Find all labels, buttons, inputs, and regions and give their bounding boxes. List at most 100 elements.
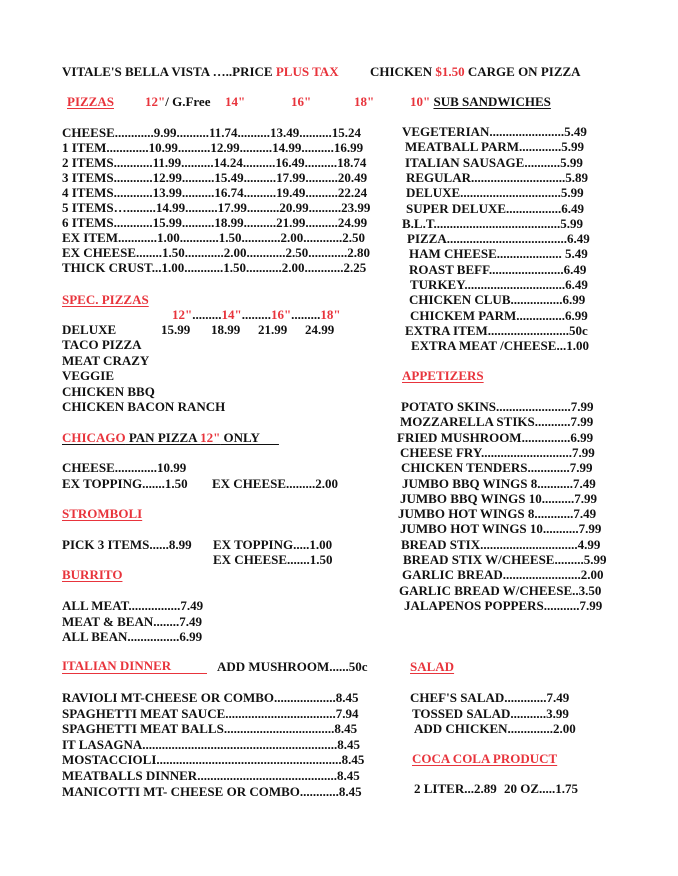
- salad-heading: SALAD: [410, 659, 455, 674]
- twenty-oz-price: 20 OZ.....1.75: [504, 781, 579, 796]
- salad-row: CHEF'S SALAD.............7.49: [410, 690, 570, 705]
- stromboli-ex-topping: EX TOPPING.....1.00: [213, 537, 333, 552]
- pizza-size-12-gfree: 12"/ G.Free: [145, 94, 210, 109]
- spec-sizes-row: 12".........14".........16".........18": [172, 307, 341, 322]
- chicago-cheese: CHEESE.............10.99: [62, 460, 187, 475]
- menu-title: VITALE'S BELLA VISTA …..PRICE PLUS TAX: [62, 64, 339, 79]
- size-14: 14": [225, 94, 246, 109]
- charge-text: CARGE ON PIZZA: [464, 64, 581, 79]
- chicken-text: CHICKEN: [370, 64, 436, 79]
- size-12: 12": [200, 430, 221, 445]
- size-16: 16": [291, 94, 312, 109]
- stromboli-heading: STROMBOLI: [62, 506, 143, 521]
- appetizer-row: JUMBO BBQ WINGS 8...........7.49: [402, 475, 596, 491]
- appetizer-row: CHICKEN TENDERS.............7.99: [401, 460, 593, 476]
- sub-sandwich-row: MEATBALL PARM.............5.99: [405, 139, 584, 155]
- sub-sandwich-row: CHICKEN CLUB................6.99: [409, 292, 586, 308]
- spec-pizza-item: TACO PIZZA: [62, 337, 142, 352]
- pizzas-heading: PIZZAS: [67, 94, 114, 109]
- italian-dinner-row: RAVIOLI MT-CHEESE OR COMBO..............…: [62, 690, 359, 705]
- dots: .........: [291, 307, 321, 322]
- spec-pizza-item: CHICKEN BACON RANCH: [62, 399, 226, 415]
- pizza-price-row: THICK CRUST...1.00............1.50......…: [62, 260, 367, 275]
- spec-pizza-item: CHICKEN BBQ: [62, 383, 155, 399]
- sub-sandwich-row: SUPER DELUXE.................6.49: [406, 200, 585, 216]
- size-10: 10": [410, 94, 431, 109]
- dots: .........: [192, 307, 222, 322]
- appetizer-row: POTATO SKINS.......................7.99: [401, 399, 594, 414]
- subs-heading: 10" SUB SANDWICHES: [410, 94, 551, 109]
- sub-sandwich-row: PIZZA...................................…: [407, 231, 590, 247]
- salad-row: ADD CHICKEN..............2.00: [414, 721, 576, 736]
- italian-dinner-heading: ITALIAN DINNER: [62, 659, 207, 674]
- title-text: VITALE'S BELLA VISTA …..PRICE: [62, 64, 276, 79]
- italian-dinner-row: IT LASAGNA..............................…: [62, 736, 361, 752]
- add-mushroom: ADD MUSHROOM......50c: [217, 659, 368, 674]
- appetizer-row: JUMBO BBQ WINGS 10..........7.99: [400, 490, 597, 506]
- appetizers-heading: APPETIZERS: [402, 368, 484, 383]
- italian-dinner-row: SPAGHETTI MEAT BALLS....................…: [62, 721, 358, 737]
- chicago-ex-cheese: EX CHEESE.........2.00: [212, 476, 339, 491]
- sub-sandwich-row: HAM CHEESE.................... 5.49: [409, 246, 588, 262]
- dots: .........: [241, 307, 271, 322]
- only-word: ONLY: [220, 430, 279, 445]
- sub-sandwich-row: REGULAR.............................5.89: [406, 169, 589, 185]
- sub-sandwich-row: CHICKEM PARM...............6.99: [410, 307, 588, 323]
- appetizer-row: MOZZARELLA STIKS...........7.99: [400, 414, 594, 430]
- pizza-price-row: EX ITEM............1.00............1.50.…: [62, 230, 365, 245]
- deluxe-name: DELUXE: [62, 322, 117, 337]
- plus-tax-text: PLUS TAX: [275, 64, 339, 79]
- deluxe-price: 24.99: [305, 322, 335, 337]
- spec-size: 16": [270, 307, 292, 322]
- chicago-ex-topping: EX TOPPING.......1.50: [62, 476, 188, 491]
- appetizer-row: BREAD STIX..............................…: [401, 536, 601, 552]
- appetizer-row: JALAPENOS POPPERS...........7.99: [404, 597, 603, 613]
- deluxe-price: 18.99: [211, 322, 241, 337]
- salad-row: TOSSED SALAD...........3.99: [412, 705, 569, 721]
- spec-pizza-item: VEGGIE: [62, 368, 115, 384]
- chicken-price: $1.50: [435, 64, 465, 79]
- appetizer-row: FRIED MUSHROOM...............6.99: [397, 429, 594, 445]
- italian-dinner-row: MEATBALLS DINNER........................…: [62, 768, 360, 783]
- sub-sandwich-row: DELUXE...............................5.9…: [406, 185, 584, 201]
- burrito-row: ALL MEAT................7.49: [62, 598, 204, 613]
- italian-dinner-row: MOSTACCIOLI.............................…: [62, 752, 365, 768]
- sub-sandwich-row: EXTRA ITEM.........................50c: [405, 322, 588, 338]
- burrito-row: MEAT & BEAN........7.49: [62, 613, 202, 629]
- sub-sandwich-row: ROAST BEFF.......................6.49: [409, 261, 587, 277]
- pizza-price-row: 1 ITEM.............10.99..........12.99.…: [62, 140, 364, 155]
- appetizer-row: CHEESE FRY............................7.…: [400, 444, 595, 460]
- pizza-price-row: 2 ITEMS............11.99..........14.24.…: [62, 155, 367, 170]
- spec-size: 12": [172, 307, 193, 322]
- appetizer-row: JUMBO HOT WINGS 10...........7.99: [400, 521, 602, 537]
- pizza-price-row: EX CHEESE........1.50............2.00...…: [62, 245, 371, 260]
- gluten-free-label: / G.Free: [165, 94, 211, 109]
- italian-dinner-row: SPAGHETTI MEAT SAUCE....................…: [62, 705, 359, 721]
- appetizer-row: JUMBO HOT WINGS 8............7.49: [398, 506, 597, 522]
- sub-sandwich-row: TURKEY...............................6.4…: [410, 277, 588, 292]
- spec-size: 14": [221, 307, 242, 322]
- burrito-row: ALL BEAN................6.99: [62, 629, 203, 644]
- spec-pizza-item: MEAT CRAZY: [62, 352, 150, 368]
- deluxe-price: 15.99: [161, 322, 191, 337]
- pizza-price-row: CHEESE............9.99..........11.74...…: [62, 125, 362, 140]
- sub-sandwich-row: VEGETERIAN.......................5.49: [402, 124, 587, 139]
- subs-title: SUB SANDWICHES: [433, 94, 551, 109]
- appetizer-row: GARLIC BREAD W/CHEESE..3.50: [399, 582, 602, 598]
- appetizer-row: GARLIC BREAD........................2.00: [402, 567, 604, 583]
- two-liter-price: 2 LITER...2.89: [414, 781, 497, 796]
- spec-pizzas-heading: SPEC. PIZZAS: [62, 292, 149, 307]
- pizza-price-row: 6 ITEMS............15.99..........18.99.…: [62, 215, 368, 230]
- spec-size: 18": [320, 307, 341, 322]
- sub-sandwich-row: EXTRA MEAT /CHEESE...1.00: [411, 338, 589, 354]
- appetizer-row: BREAD STIX W/CHEESE.........5.99: [403, 552, 607, 567]
- pizza-price-row: 5 ITEMS….........14.99..........17.99...…: [62, 200, 371, 215]
- size-12: 12": [145, 94, 166, 109]
- stromboli-ex-cheese: EX CHEESE.......1.50: [213, 552, 333, 567]
- sub-sandwich-row: B.L.T...................................…: [402, 215, 584, 231]
- chicago-heading: CHICAGO PAN PIZZA 12" ONLY: [62, 430, 279, 445]
- italian-dinner-row: MANICOTTI MT- CHEESE OR COMBO...........…: [62, 783, 362, 799]
- chicago-word: CHICAGO: [62, 430, 126, 445]
- burrito-heading: BURRITO: [62, 567, 123, 582]
- pizza-price-row: 3 ITEMS............12.99..........15.49.…: [62, 170, 368, 185]
